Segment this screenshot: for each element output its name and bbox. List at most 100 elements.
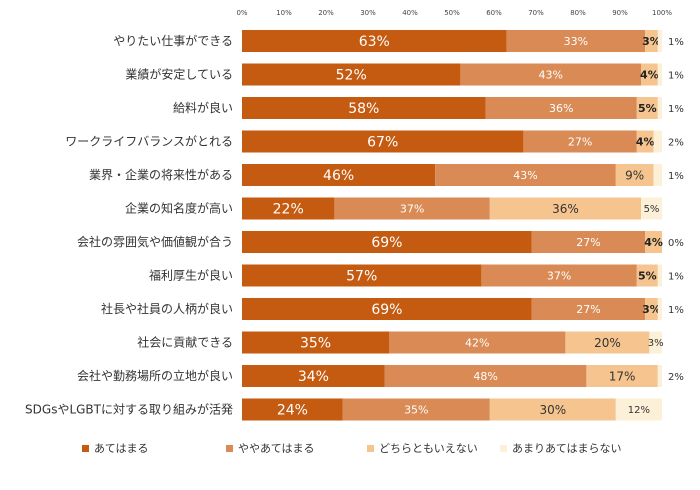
data-label: 69%: [371, 235, 402, 251]
x-tick-label: 70%: [528, 9, 544, 17]
bar-segment: [657, 30, 662, 52]
data-label: 5%: [638, 269, 657, 282]
data-label: 3%: [642, 35, 661, 48]
bar-segment: [506, 30, 646, 52]
x-tick-label: 90%: [612, 9, 628, 17]
bar-segment: [489, 398, 616, 421]
data-label: 22%: [273, 202, 304, 218]
data-label: 17%: [609, 369, 636, 383]
bar-segment: [242, 30, 507, 52]
data-label: 2%: [668, 372, 684, 383]
x-tick-label: 100%: [652, 9, 672, 17]
bar-segment: [641, 63, 658, 86]
legend: あてはまる ややあてはまる どちらともいえない あまりあてはまらない: [82, 442, 622, 455]
legend-swatch: [367, 445, 374, 452]
data-label: 20%: [594, 336, 621, 350]
data-label: 27%: [568, 135, 592, 148]
data-label: 36%: [552, 202, 579, 216]
bar-segment: [481, 264, 637, 287]
bar-segment: [242, 398, 343, 421]
data-label: 46%: [323, 168, 354, 184]
data-label: 1%: [668, 305, 684, 316]
data-label: 35%: [404, 403, 428, 416]
data-label: 42%: [465, 336, 489, 349]
data-label: 1%: [668, 71, 684, 82]
bar-segment: [645, 231, 662, 253]
data-label: 27%: [576, 303, 600, 316]
bar-segment: [489, 197, 641, 220]
x-tick-label: 0%: [236, 9, 247, 17]
category-label: ワークライフバランスがとれる: [65, 134, 233, 149]
bar-segment: [485, 97, 637, 119]
bar-segment: [435, 164, 616, 186]
category-label: 会社や勤務場所の立地が良い: [77, 368, 233, 383]
data-label: 24%: [277, 403, 308, 419]
category-label: 社会に貢献できる: [137, 335, 233, 350]
legend-swatch: [82, 445, 89, 452]
bar-segment: [242, 365, 385, 387]
data-label: 4%: [644, 236, 663, 249]
category-label: 会社の雰囲気や価値観が合う: [77, 234, 233, 249]
bar-segment: [242, 264, 482, 287]
data-label: 36%: [549, 102, 573, 115]
category-label: 業界・企業の将来性がある: [89, 167, 233, 182]
bar-segment: [645, 298, 658, 320]
bar-segment: [460, 63, 641, 86]
data-label: 3%: [642, 303, 661, 316]
bar-segment: [342, 398, 490, 421]
data-label: 0%: [668, 238, 684, 249]
category-label: SDGsやLGBTに対する取り組みが活発: [25, 402, 233, 417]
bar-segment: [242, 97, 486, 119]
x-tick-label: 30%: [360, 9, 376, 17]
data-label: 63%: [359, 34, 390, 50]
category-label: 企業の知名度が高い: [125, 201, 233, 216]
data-label: 34%: [298, 369, 329, 385]
bar-segment: [242, 298, 532, 320]
x-tick-label: 80%: [570, 9, 586, 17]
bar-segment: [242, 197, 335, 220]
bar-segment: [531, 298, 646, 320]
bar-segment: [531, 231, 646, 253]
bar-segment: [242, 130, 524, 153]
data-label: 35%: [300, 336, 331, 352]
x-tick-label: 10%: [276, 9, 292, 17]
data-label: 2%: [668, 138, 684, 149]
data-label: 37%: [400, 202, 424, 215]
bar-segment: [653, 164, 662, 186]
x-tick-label: 20%: [318, 9, 334, 17]
data-label: 58%: [348, 101, 379, 117]
legend-label: あまりあてはまらない: [512, 442, 622, 455]
category-label: 業績が安定している: [125, 67, 233, 82]
data-label: 37%: [547, 269, 571, 282]
bar-segment: [657, 63, 662, 86]
data-label: 5%: [644, 204, 660, 215]
bar-segment: [615, 164, 654, 186]
data-label: 4%: [640, 68, 659, 81]
bars: 63% 33% 3% 1% 52% 43% 4% 1% 58% 36% 5% 1% 67% 27% 4% 2%…: [242, 30, 684, 421]
legend-swatch: [226, 445, 233, 452]
bar-segment: [636, 97, 658, 119]
legend-swatch: [500, 445, 507, 452]
category-label: やりたい仕事ができる: [113, 33, 233, 48]
bar-segment: [649, 331, 662, 354]
bar-segment: [586, 365, 658, 387]
bar-segment: [657, 264, 662, 287]
bar-segment: [657, 97, 662, 119]
bar-segment: [657, 298, 662, 320]
x-tick-label: 40%: [402, 9, 418, 17]
legend-label: どちらともいえない: [379, 442, 478, 455]
bar-segment: [615, 398, 662, 421]
bar-segment: [242, 331, 389, 354]
category-labels: やりたい仕事ができる業績が安定している給料が良いワークライフバランスがとれる業界…: [25, 33, 233, 417]
data-label: 67%: [367, 135, 398, 151]
x-tick-label: 50%: [444, 9, 460, 17]
bar-segment: [565, 331, 650, 354]
data-label: 1%: [668, 37, 684, 48]
bar-segment: [334, 197, 490, 220]
data-label: 3%: [648, 338, 664, 349]
bar-segment: [523, 130, 637, 153]
data-label: 57%: [346, 269, 377, 285]
data-label: 1%: [668, 272, 684, 283]
bar-segment: [636, 264, 658, 287]
data-label: 52%: [336, 68, 367, 84]
